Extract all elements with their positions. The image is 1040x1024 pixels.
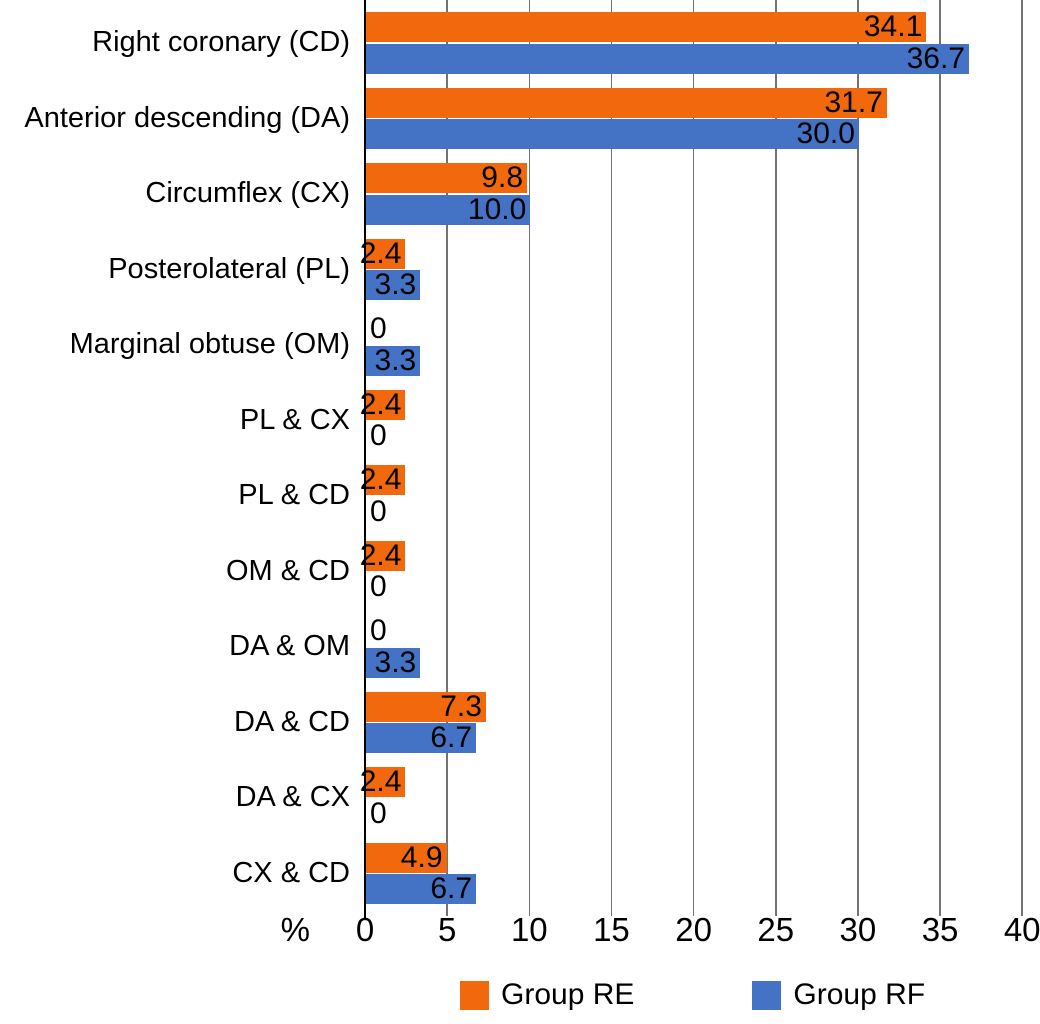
category-label: DA & CD xyxy=(233,705,350,738)
value-label: 34.1 xyxy=(863,10,923,43)
legend-item-group-rf: Group RF xyxy=(752,980,925,1010)
gridline xyxy=(775,0,777,916)
x-tick-label: 35 xyxy=(921,911,959,948)
bar-group-re xyxy=(366,163,527,193)
x-tick-label: 10 xyxy=(510,911,548,948)
gridline xyxy=(528,0,531,916)
x-tick-label: 25 xyxy=(757,911,795,948)
value-label: 2.4 xyxy=(359,236,402,270)
category-label: PL & CD xyxy=(238,479,350,511)
category-label: DA & CX xyxy=(235,781,350,813)
legend-label: Group RF xyxy=(793,978,926,1011)
value-label: 2.4 xyxy=(359,387,402,421)
legend-swatch-icon xyxy=(460,980,489,1010)
value-label: 0 xyxy=(370,614,387,647)
bar-group-rf xyxy=(366,270,421,300)
bar-group-re xyxy=(366,691,486,722)
bar-group-re xyxy=(366,87,887,118)
bar-group-re xyxy=(366,12,927,42)
category-label: Right coronary (CD) xyxy=(92,26,350,58)
category-label: CX & CD xyxy=(232,856,350,889)
x-tick-label: 0 xyxy=(355,911,375,948)
bar-group-re xyxy=(366,389,406,420)
category-label: Circumflex (CX) xyxy=(145,177,350,209)
category-label: Posterolateral (PL) xyxy=(108,252,350,285)
value-label: 0 xyxy=(370,312,387,345)
bar-group-re xyxy=(366,540,406,571)
category-label: OM & CD xyxy=(225,554,350,587)
value-label: 2.4 xyxy=(359,765,402,798)
value-label: 2.4 xyxy=(359,538,402,572)
value-label: 3.3 xyxy=(374,343,417,377)
value-label: 6.7 xyxy=(430,721,473,754)
category-label: Anterior descending (DA) xyxy=(24,101,350,134)
x-axis-unit-label: % xyxy=(280,911,310,948)
category-label: DA & OM xyxy=(229,630,350,662)
category-label: Marginal obtuse (OM) xyxy=(69,328,350,360)
x-tick-label: 30 xyxy=(839,911,877,948)
value-label: 4.9 xyxy=(400,840,443,874)
value-label: 3.3 xyxy=(374,268,417,301)
value-label: 0 xyxy=(370,494,387,528)
value-label: 2.4 xyxy=(359,463,402,496)
value-label: 36.7 xyxy=(906,41,965,75)
value-label: 0 xyxy=(370,419,387,452)
gridline xyxy=(1021,0,1023,916)
value-label: 10.0 xyxy=(467,192,527,226)
legend-swatch-icon xyxy=(752,980,782,1010)
value-label: 31.7 xyxy=(824,85,883,119)
legend: Group RE Group RF xyxy=(460,980,925,1010)
value-label: 0 xyxy=(370,570,387,603)
bar-group-re xyxy=(366,465,406,495)
legend-item-group-re: Group RE xyxy=(460,980,634,1010)
gridline xyxy=(610,0,613,916)
gridline xyxy=(692,0,695,916)
category-label: PL & CX xyxy=(239,403,350,436)
gridline xyxy=(939,0,941,916)
bar-group-rf xyxy=(366,345,421,376)
bar-group-re xyxy=(366,842,447,873)
gridline xyxy=(857,0,859,916)
x-tick-label: 20 xyxy=(675,911,712,948)
value-label: 0 xyxy=(370,796,387,830)
gridline xyxy=(446,0,448,916)
bar-group-rf xyxy=(366,194,531,225)
value-label: 7.3 xyxy=(440,689,482,723)
x-tick-label: 5 xyxy=(437,911,457,948)
bar-group-rf xyxy=(366,723,477,753)
legend-label: Group RE xyxy=(501,978,635,1011)
value-label: 9.8 xyxy=(481,161,524,194)
bar-group-re xyxy=(366,238,406,269)
bar-group-re xyxy=(366,767,406,797)
bar-group-rf xyxy=(366,43,969,74)
y-axis-line xyxy=(363,0,367,918)
x-tick-label: 40 xyxy=(1003,911,1040,948)
value-label: 3.3 xyxy=(374,645,417,679)
bar-group-rf xyxy=(366,647,421,678)
x-tick-label: 15 xyxy=(593,911,630,948)
bar-group-rf xyxy=(366,874,477,904)
value-label: 30.0 xyxy=(796,117,855,150)
value-label: 6.7 xyxy=(430,872,473,905)
bar-group-rf xyxy=(366,119,859,149)
